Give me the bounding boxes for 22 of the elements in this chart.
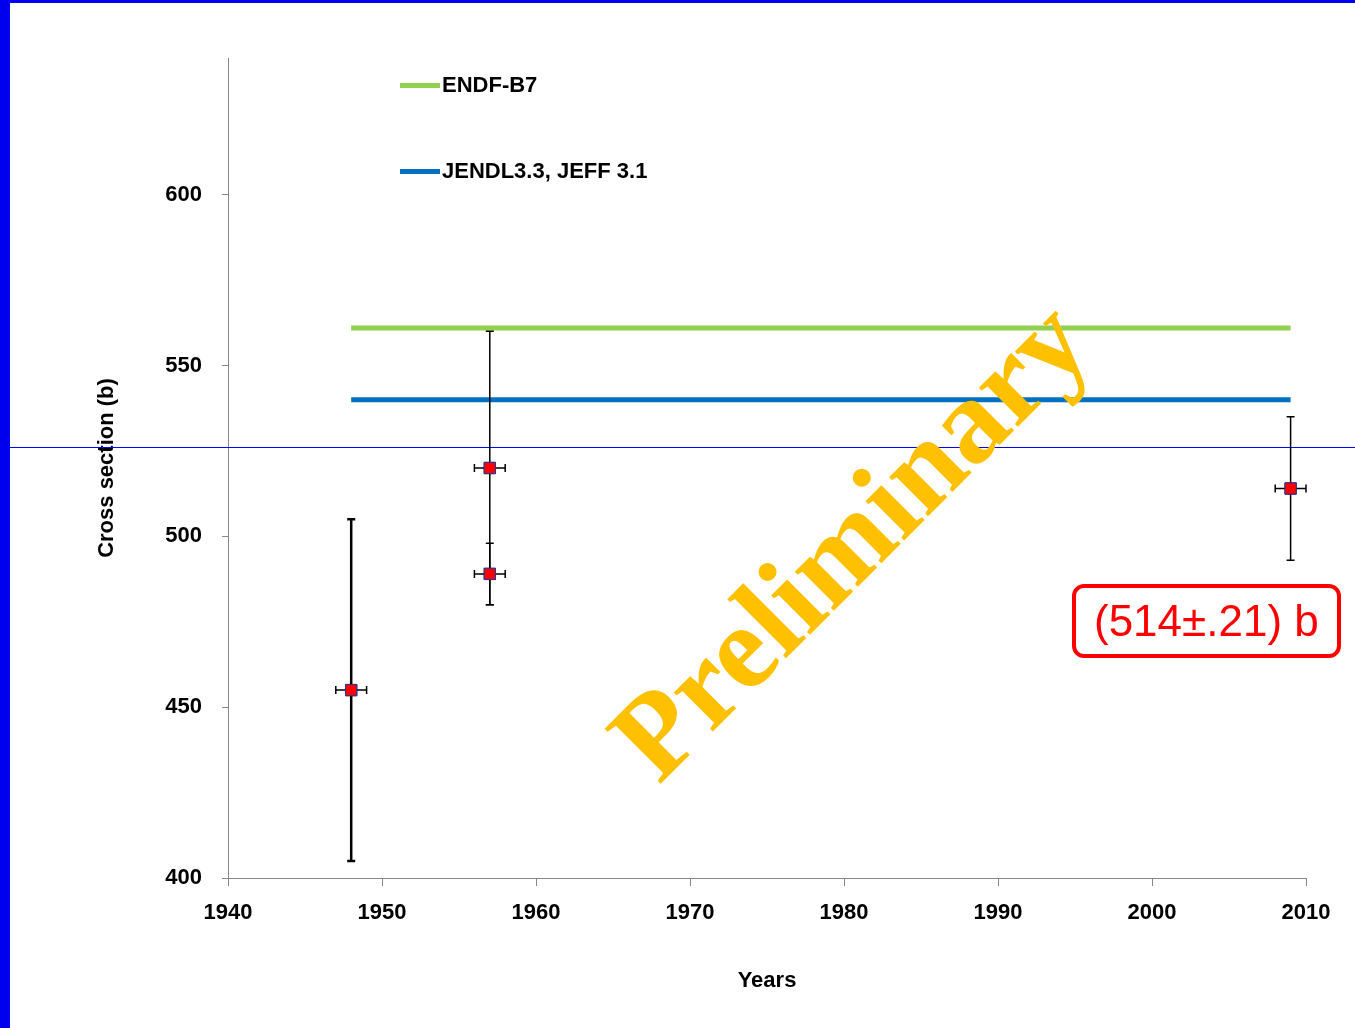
y-axis-title: Cross section (b) [93,378,119,558]
x-tick-label: 2010 [1281,899,1331,925]
point [483,461,496,475]
point [1284,482,1297,495]
point [483,567,496,581]
x-tick-label: 2000 [1127,899,1177,925]
y-tick-label: 600 [165,180,202,206]
x-tick-label: 1970 [665,899,715,925]
y-tick-label: 450 [165,693,202,719]
x-tick-label: 1990 [973,899,1023,925]
legend-label: ENDF-B7 [442,72,538,98]
legend-label: JENDL3.3, JEFF 3.1 [442,158,648,184]
annotation: (514±.21) b [1072,584,1341,658]
y-tick-label: 550 [165,351,202,377]
x-tick-label: 1960 [511,899,561,925]
x-tick-label: 1980 [819,899,869,925]
x-axis-title: Years [737,966,797,992]
x-tick-label: 1950 [357,899,407,925]
y-tick-label: 500 [165,522,202,548]
y-tick-label: 400 [165,864,202,890]
x-tick-label: 1940 [203,899,253,925]
point [345,683,358,697]
